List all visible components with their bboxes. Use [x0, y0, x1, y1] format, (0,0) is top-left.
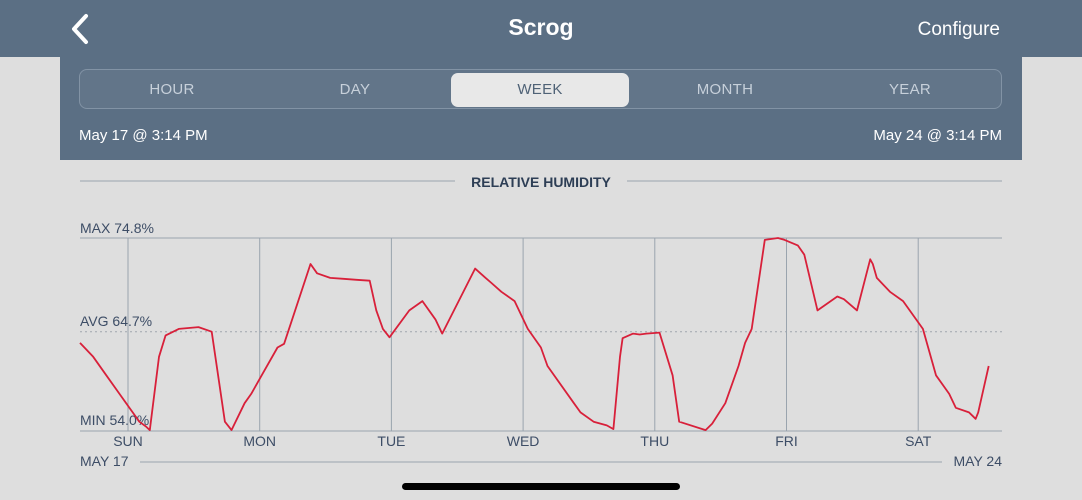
humidity-series-line — [79, 237, 990, 432]
day-tick-label: MON — [243, 433, 276, 449]
humidity-chart: RELATIVE HUMIDITY MAX 74.8% AVG 64.7% MI… — [79, 174, 1002, 469]
range-start-label: May 17 @ 3:14 PM — [79, 127, 208, 144]
configure-button[interactable]: Configure — [917, 19, 1000, 40]
avg-label: AVG 64.7% — [80, 313, 152, 329]
tab-hour[interactable]: HOUR — [149, 81, 195, 98]
home-indicator — [402, 483, 680, 490]
day-tick-label: FRI — [775, 433, 798, 449]
range-panel: HOUR DAY WEEK MONTH YEAR May 17 @ 3:14 P… — [60, 57, 1022, 160]
start-date-label: MAY 17 — [80, 453, 129, 469]
day-tick-label: SAT — [905, 433, 932, 449]
day-tick-label: TUE — [377, 433, 405, 449]
nav-bar: Scrog Configure — [0, 0, 1082, 57]
time-range-segmented-control: HOUR DAY WEEK MONTH YEAR — [79, 69, 1002, 109]
tab-week[interactable]: WEEK — [451, 73, 629, 107]
day-tick-label: THU — [640, 433, 669, 449]
chevron-left-icon[interactable] — [66, 12, 96, 46]
min-label: MIN 54.0% — [80, 412, 149, 428]
end-date-label: MAY 24 — [953, 453, 1002, 469]
max-label: MAX 74.8% — [80, 220, 154, 236]
day-tick-label: WED — [507, 433, 540, 449]
page-title: Scrog — [508, 14, 574, 40]
day-tick-label: SUN — [113, 433, 143, 449]
range-end-label: May 24 @ 3:14 PM — [873, 127, 1002, 144]
tab-year[interactable]: YEAR — [888, 81, 932, 98]
tab-month[interactable]: MONTH — [696, 81, 754, 98]
tab-day[interactable]: DAY — [339, 81, 371, 98]
chart-title: RELATIVE HUMIDITY — [471, 174, 611, 190]
